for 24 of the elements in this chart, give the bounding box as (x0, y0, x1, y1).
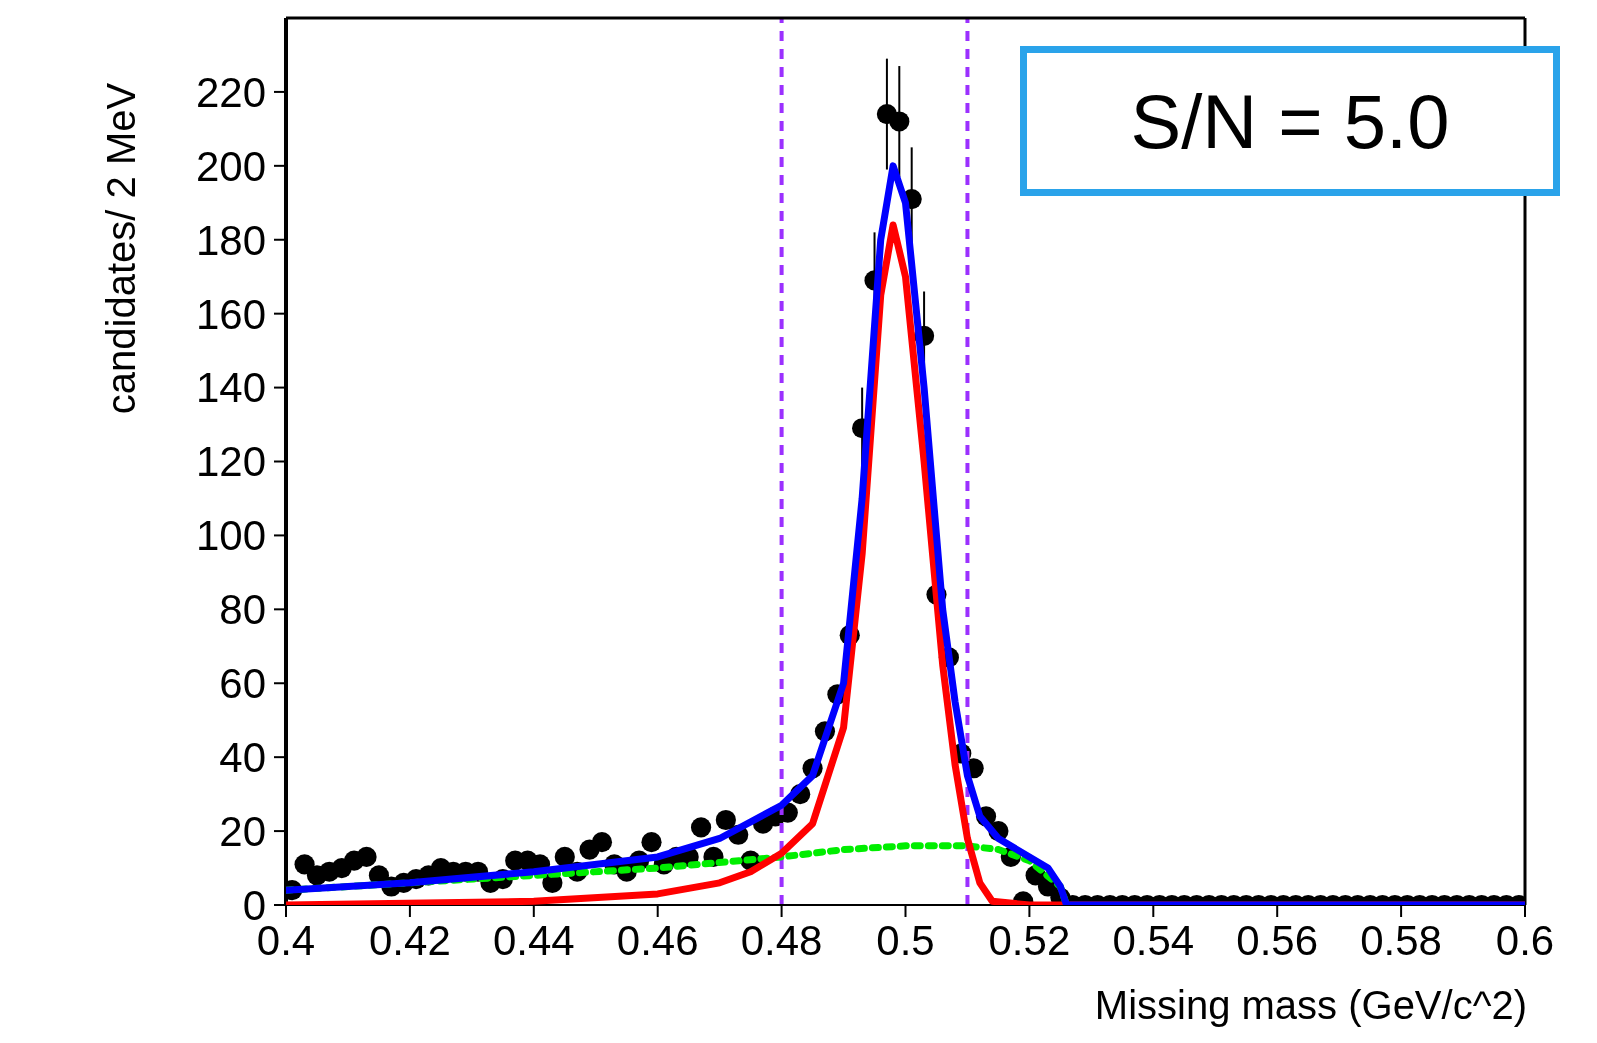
y-tick-label: 80 (219, 586, 266, 634)
x-tick-label: 0.5 (876, 916, 935, 964)
x-axis-title: Missing mass (GeV/c^2) (1094, 983, 1527, 1028)
x-tick-label: 0.52 (988, 916, 1071, 964)
y-tick-label: 100 (195, 512, 266, 560)
y-tick-label: 200 (195, 142, 266, 190)
y-tick-label: 40 (219, 734, 266, 782)
x-tick-label: 0.56 (1236, 916, 1319, 964)
x-tick-label: 0.46 (616, 916, 699, 964)
y-tick-label: 120 (195, 438, 266, 486)
x-tick-label: 0.58 (1360, 916, 1442, 964)
x-tick-label: 0.42 (369, 916, 451, 964)
y-axis-title: candidates/ 2 MeV (99, 82, 145, 414)
y-tick-label: 160 (195, 290, 266, 338)
x-tick-label: 0.44 (492, 916, 575, 964)
annotation: S/N = 5.0 (1020, 46, 1560, 196)
y-tick-label: 220 (195, 68, 266, 116)
x-tick-label: 0.6 (1495, 916, 1555, 964)
x-tick-label: 0.54 (1112, 916, 1195, 964)
y-tick-label: 140 (195, 364, 266, 412)
y-tick-label: 20 (219, 807, 266, 855)
y-tick-label: 60 (219, 660, 266, 708)
y-tick-label: 180 (195, 216, 266, 264)
x-tick-label: 0.48 (740, 916, 823, 964)
